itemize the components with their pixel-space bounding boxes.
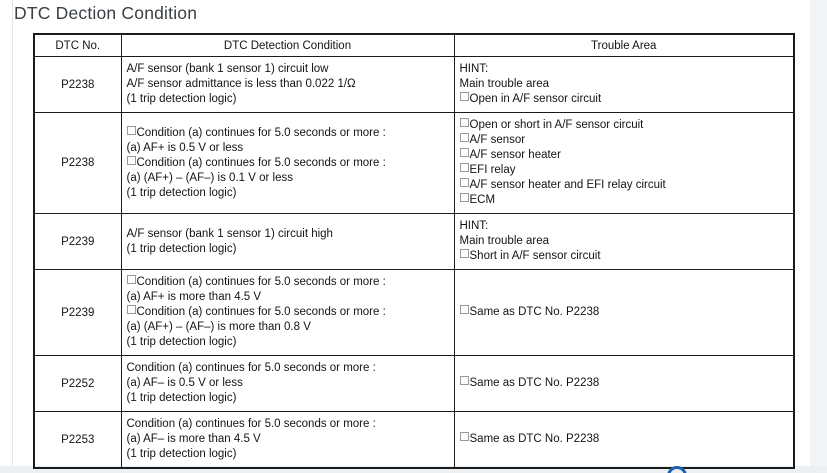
text-line: Same as DTC No. P2238 bbox=[459, 376, 790, 391]
text-line: Same as DTC No. P2238 bbox=[459, 305, 790, 320]
text-line: (1 trip detection logic) bbox=[126, 93, 237, 105]
text-line: (1 trip detection logic) bbox=[126, 186, 237, 199]
table-row: P2238 A/F sensor (bank 1 sensor 1) circu… bbox=[33, 56, 795, 113]
header-dtc-no: DTC No. bbox=[33, 33, 122, 57]
header-trouble-area: Trouble Area bbox=[453, 33, 795, 57]
checkbox-bullet-icon bbox=[126, 275, 136, 284]
trouble-area-cell: Open or short in A/F sensor circuit A/F s… bbox=[453, 112, 795, 214]
table-row: P2238 Condition (a) continues for 5.0 se… bbox=[33, 112, 795, 214]
checkbox-bullet-icon bbox=[459, 305, 469, 314]
text-line: (a) (AF+) – (AF–) is 0.1 V or less bbox=[126, 171, 293, 184]
table-row: P2239 A/F sensor (bank 1 sensor 1) circu… bbox=[33, 213, 795, 270]
detection-condition-cell: Condition (a) continues for 5.0 seconds … bbox=[120, 112, 455, 214]
header-detection-condition: DTC Detection Condition bbox=[120, 33, 455, 57]
text-line: (1 trip detection logic) bbox=[126, 242, 237, 255]
checkbox-bullet-icon bbox=[459, 376, 469, 385]
dtc-no-cell: P2238 bbox=[33, 112, 122, 214]
text-line: A/F sensor admittance is less than 0.022… bbox=[126, 78, 356, 90]
text-line: (a) AF– is 0.5 V or less bbox=[126, 377, 243, 389]
dtc-no-cell: P2239 bbox=[33, 269, 122, 356]
text-line: A/F sensor (bank 1 sensor 1) circuit hig… bbox=[126, 227, 333, 240]
detection-condition-cell: Condition (a) continues for 5.0 seconds … bbox=[120, 269, 455, 356]
text-line: A/F sensor heater and EFI relay circuit bbox=[459, 178, 790, 193]
checkbox-bullet-icon bbox=[459, 163, 469, 172]
text-line: A/F sensor (bank 1 sensor 1) circuit low bbox=[126, 63, 329, 75]
page-right-margin bbox=[810, 0, 827, 466]
text-line: Open in A/F sensor circuit bbox=[459, 92, 790, 107]
checkbox-bullet-icon bbox=[459, 432, 469, 441]
text-line: HINT: bbox=[459, 220, 489, 232]
text-line: ECM bbox=[459, 193, 790, 208]
trouble-area-cell: Same as DTC No. P2238 bbox=[453, 269, 795, 356]
text-line: (1 trip detection logic) bbox=[126, 448, 237, 460]
text-line: (a) AF– is more than 4.5 V bbox=[126, 433, 261, 445]
text-line: (a) AF+ is 0.5 V or less bbox=[126, 141, 244, 154]
text-line: (1 trip detection logic) bbox=[126, 392, 237, 404]
text-line: (1 trip detection logic) bbox=[126, 336, 237, 348]
checkbox-bullet-icon bbox=[126, 125, 136, 135]
detection-condition-cell: A/F sensor (bank 1 sensor 1) circuit low… bbox=[120, 56, 455, 113]
text-line: EFI relay bbox=[459, 163, 790, 178]
page-title: DTC Dection Condition bbox=[14, 3, 198, 23]
trouble-area-cell: Same as DTC No. P2238 bbox=[453, 355, 795, 412]
page-bottom-margin bbox=[0, 466, 827, 473]
text-line: Condition (a) continues for 5.0 seconds … bbox=[126, 275, 450, 290]
text-line: (a) (AF+) – (AF–) is more than 0.8 V bbox=[126, 321, 311, 333]
table-header-row: DTC No. DTC Detection Condition Trouble … bbox=[33, 33, 795, 57]
checkbox-bullet-icon bbox=[459, 193, 469, 202]
checkbox-bullet-icon bbox=[459, 118, 469, 127]
table-row: P2253 Condition (a) continues for 5.0 se… bbox=[33, 411, 795, 469]
trouble-area-cell: HINT: Main trouble area Open in A/F sensor… bbox=[453, 56, 795, 113]
text-line: (a) AF+ is more than 4.5 V bbox=[126, 291, 262, 303]
text-line: Condition (a) continues for 5.0 seconds … bbox=[126, 155, 450, 171]
text-line: A/F sensor bbox=[459, 133, 790, 148]
detection-condition-cell: A/F sensor (bank 1 sensor 1) circuit hig… bbox=[120, 213, 455, 270]
checkbox-bullet-icon bbox=[459, 133, 469, 142]
dtc-no-cell: P2238 bbox=[33, 56, 122, 113]
table-row: P2252 Condition (a) continues for 5.0 se… bbox=[33, 355, 795, 412]
text-line: Open or short in A/F sensor circuit bbox=[459, 118, 790, 133]
checkbox-bullet-icon bbox=[459, 148, 469, 157]
text-line: Condition (a) continues for 5.0 seconds … bbox=[126, 125, 450, 141]
detection-condition-cell: Condition (a) continues for 5.0 seconds … bbox=[120, 355, 455, 412]
text-line: Condition (a) continues for 5.0 seconds … bbox=[126, 305, 450, 320]
dtc-no-cell: P2252 bbox=[33, 355, 122, 412]
trouble-area-cell: HINT: Main trouble area Short in A/F senso… bbox=[453, 213, 795, 270]
detection-condition-cell: Condition (a) continues for 5.0 seconds … bbox=[120, 411, 455, 469]
text-line: Short in A/F sensor circuit bbox=[459, 249, 790, 264]
dtc-no-cell: P2253 bbox=[33, 411, 122, 469]
text-line: Main trouble area bbox=[459, 78, 550, 90]
dtc-table: DTC No. DTC Detection Condition Trouble … bbox=[33, 33, 795, 469]
checkbox-bullet-icon bbox=[459, 92, 469, 101]
checkbox-bullet-icon bbox=[126, 155, 136, 165]
table-row: P2239 Condition (a) continues for 5.0 se… bbox=[33, 269, 795, 356]
text-line: Condition (a) continues for 5.0 seconds … bbox=[126, 418, 376, 430]
checkbox-bullet-icon bbox=[459, 178, 469, 187]
text-line: Condition (a) continues for 5.0 seconds … bbox=[126, 362, 376, 374]
checkbox-bullet-icon bbox=[459, 249, 469, 258]
text-line: A/F sensor heater bbox=[459, 148, 790, 163]
text-line: Main trouble area bbox=[459, 235, 550, 247]
text-line: HINT: bbox=[459, 63, 489, 75]
dtc-no-cell: P2239 bbox=[33, 213, 122, 270]
text-line: Same as DTC No. P2238 bbox=[459, 432, 790, 447]
trouble-area-cell: Same as DTC No. P2238 bbox=[453, 411, 795, 469]
checkbox-bullet-icon bbox=[126, 305, 136, 314]
